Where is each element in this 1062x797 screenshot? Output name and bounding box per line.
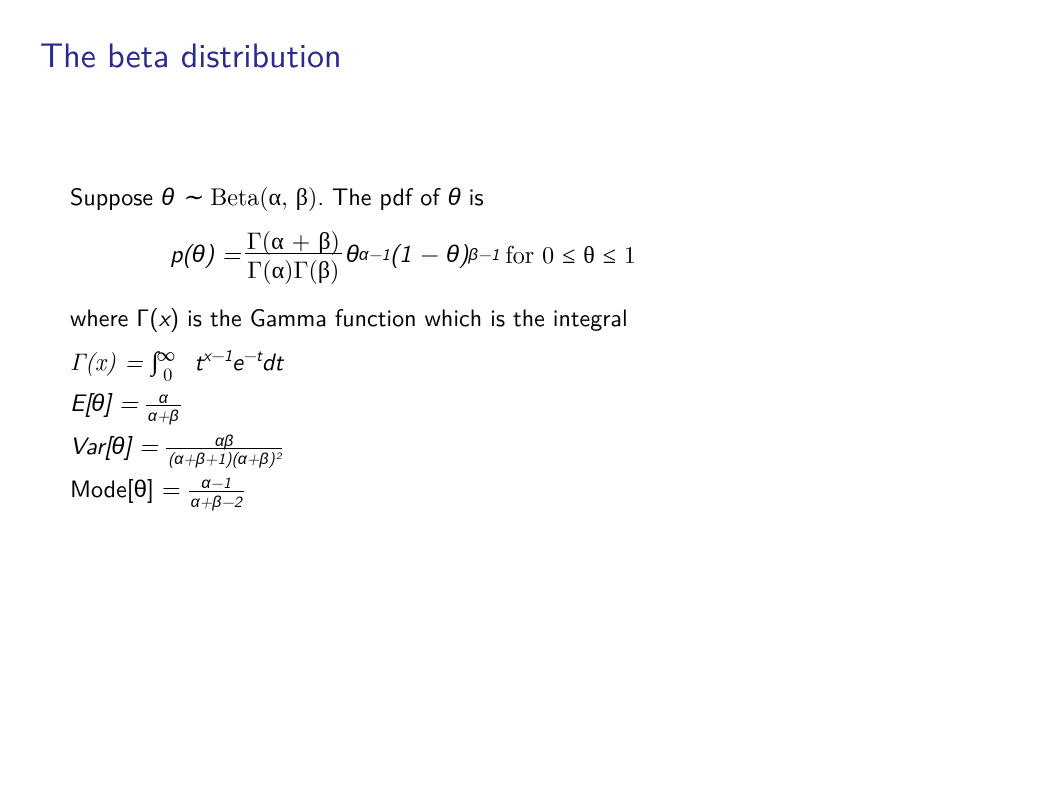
pdf-denominator: Γ(α)Γ(β) bbox=[245, 253, 342, 281]
Mode-lhs: Mode[θ] = bbox=[70, 470, 189, 505]
gamma-t: t bbox=[186, 343, 203, 378]
gamma-def-line: Γ(x) = ∫∞0 tx−1e−tdt bbox=[70, 340, 1022, 379]
text-theta-sim: θ ∼ bbox=[161, 178, 210, 213]
pdf-oneminus: (1 − θ) bbox=[390, 236, 468, 271]
gamma-dt: dt bbox=[262, 343, 283, 378]
where-pre: where Γ( bbox=[70, 299, 159, 334]
Mode-frac: α−1 α+β−2 bbox=[189, 473, 244, 509]
text-pdfof: . The pdf of bbox=[317, 178, 447, 213]
Var-den: (α+β+1)(α+β)² bbox=[166, 448, 282, 467]
gamma-e: e bbox=[232, 343, 243, 378]
E-lhs: E[θ] = bbox=[70, 384, 146, 419]
int-lower: 0 bbox=[163, 361, 172, 387]
Mode-den: α+β−2 bbox=[189, 491, 244, 510]
where-line: where Γ(x) is the Gamma function which i… bbox=[70, 300, 1022, 335]
pdf-lhs: p(θ) = bbox=[170, 236, 241, 271]
expectation-line: E[θ] = α α+β bbox=[70, 385, 1022, 424]
text-is: is bbox=[461, 178, 484, 213]
Var-frac: αβ (α+β+1)(α+β)² bbox=[166, 431, 282, 467]
text-theta2: θ bbox=[448, 178, 461, 213]
gamma-t-exp: x−1 bbox=[203, 343, 232, 367]
E-frac: α α+β bbox=[146, 388, 181, 424]
variance-line: Var[θ] = αβ (α+β+1)(α+β)² bbox=[70, 428, 1022, 467]
slide: The beta distribution Suppose θ ∼ Beta(α… bbox=[0, 0, 1062, 797]
pdf-fraction: Γ(α + β) Γ(α)Γ(β) bbox=[245, 226, 342, 282]
integral-icon: ∫∞0 bbox=[151, 340, 186, 378]
pdf-equation: p(θ) = Γ(α + β) Γ(α)Γ(β) θα−1 (1 − θ)β−1… bbox=[70, 226, 1022, 282]
pdf-numerator: Γ(α + β) bbox=[245, 226, 342, 253]
where-mid: ) is the Gamma function which is the int… bbox=[170, 299, 628, 334]
mode-line: Mode[θ] = α−1 α+β−2 bbox=[70, 471, 1022, 510]
E-den: α+β bbox=[146, 405, 181, 424]
text-beta-dist: Beta(α, β) bbox=[210, 178, 317, 212]
text-suppose: Suppose bbox=[70, 178, 161, 213]
where-x: x bbox=[159, 299, 170, 334]
pdf-theta: θ bbox=[346, 236, 359, 271]
gamma-lhs: Γ(x) = bbox=[70, 343, 151, 377]
pdf-condition: for 0 ≤ θ ≤ 1 bbox=[505, 236, 636, 271]
slide-body: Suppose θ ∼ Beta(α, β). The pdf of θ is … bbox=[70, 178, 1022, 509]
gamma-e-exp: −t bbox=[243, 343, 262, 367]
Var-lhs: Var[θ] = bbox=[70, 427, 166, 462]
suppose-line: Suppose θ ∼ Beta(α, β). The pdf of θ is bbox=[70, 178, 1022, 214]
slide-title: The beta distribution bbox=[40, 28, 1022, 78]
